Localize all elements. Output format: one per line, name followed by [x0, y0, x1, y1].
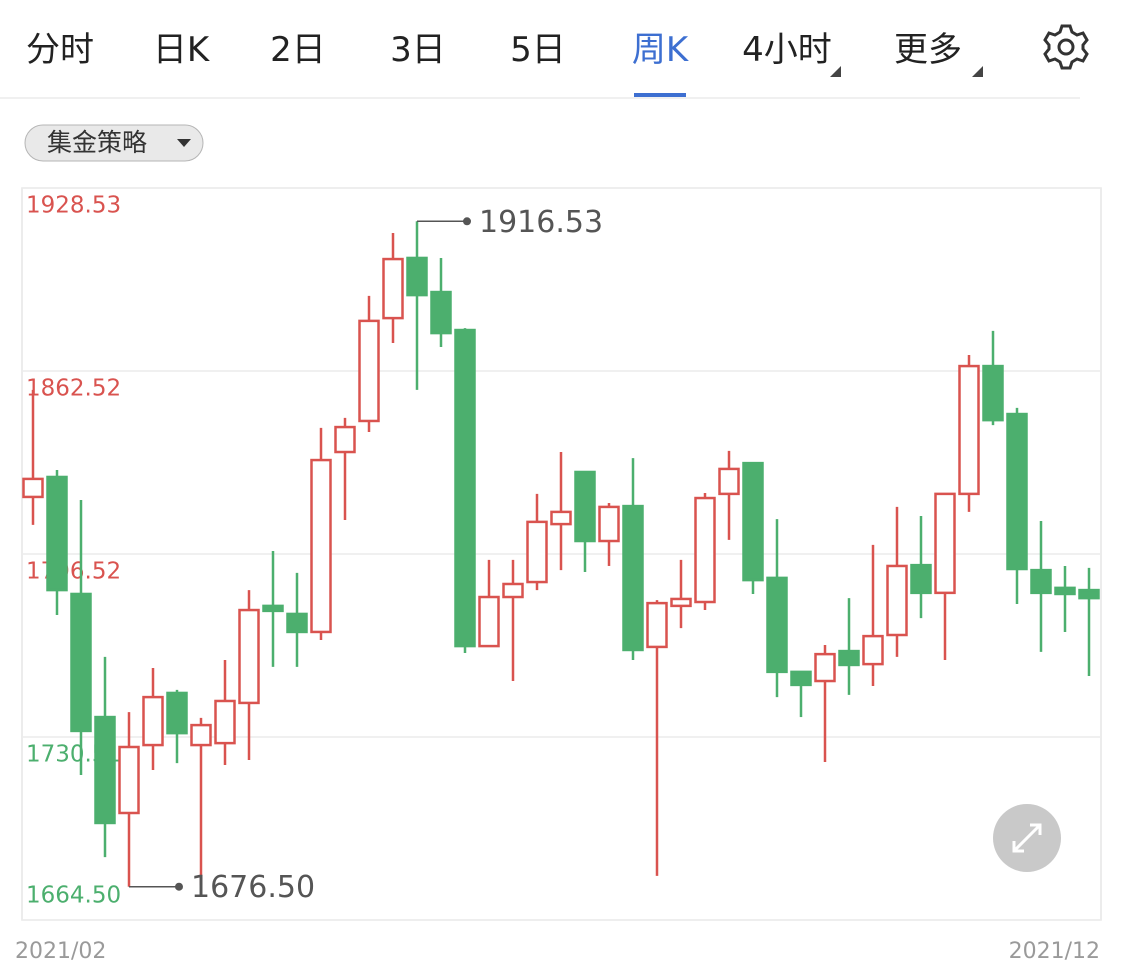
candle-body — [1078, 588, 1100, 600]
y-tick-label: 1928.53 — [26, 193, 121, 219]
candle-body — [598, 505, 620, 543]
candle-body — [526, 520, 548, 584]
tab[interactable]: 周K — [631, 30, 689, 70]
candle-body — [382, 257, 404, 320]
candle-body — [406, 256, 428, 297]
candle-body — [646, 601, 668, 649]
tab[interactable]: 2日 — [270, 30, 326, 70]
candle-body — [70, 592, 92, 733]
candle-body — [934, 492, 956, 595]
candle-body — [262, 604, 284, 613]
candle-body — [310, 458, 332, 634]
dropdown-arrow — [830, 66, 841, 77]
settings-icon[interactable] — [1043, 24, 1089, 70]
tab[interactable]: 4小时 — [742, 30, 832, 70]
tab[interactable]: 3日 — [390, 30, 446, 70]
strategy-button-label: 集金策略 — [47, 128, 147, 157]
x-tick-label: 2021/02 — [15, 939, 106, 964]
candle-body — [286, 612, 308, 634]
active-tab-indicator — [634, 93, 686, 97]
candle-body — [94, 715, 116, 825]
y-tick-label: 1862.52 — [26, 376, 121, 402]
candle-body — [574, 470, 596, 543]
candle-body — [718, 467, 740, 496]
candle-body — [22, 477, 44, 499]
y-tick-label: 1664.50 — [26, 883, 121, 909]
candle-body — [862, 634, 884, 666]
candle-body — [190, 723, 212, 747]
annotation-label: 1916.53 — [479, 205, 603, 240]
candle-body — [430, 290, 452, 335]
expand-button[interactable] — [993, 804, 1061, 872]
annotation-label: 1676.50 — [191, 870, 315, 905]
candle-body — [166, 691, 188, 735]
candle-body — [214, 699, 236, 745]
candle-body — [838, 649, 860, 667]
dropdown-arrow — [972, 66, 983, 77]
candle-body — [1006, 412, 1028, 571]
tab[interactable]: 日K — [152, 30, 210, 70]
candle-body — [454, 328, 476, 648]
annotation-dot — [463, 217, 471, 226]
candle-body — [958, 364, 980, 496]
candle-body — [142, 695, 164, 747]
candle-body — [622, 504, 644, 652]
candle-body — [1054, 586, 1076, 596]
candle-body — [766, 576, 788, 674]
candle-body — [670, 597, 692, 608]
candle-body — [478, 595, 500, 648]
tab[interactable]: 分时 — [26, 30, 94, 70]
candle-body — [46, 475, 68, 592]
candle-body — [814, 652, 836, 683]
candle-body — [334, 425, 356, 454]
candle-body — [358, 319, 380, 423]
candle-body — [238, 608, 260, 705]
candle-body — [502, 582, 524, 599]
tab[interactable]: 更多 — [894, 30, 962, 70]
x-tick-label: 2021/12 — [1009, 939, 1100, 964]
candle-body — [1030, 568, 1052, 595]
tab[interactable]: 5日 — [510, 30, 566, 70]
candle-body — [982, 364, 1004, 422]
candle-body — [550, 510, 572, 526]
candle-body — [118, 745, 140, 815]
candle-body — [742, 461, 764, 582]
candle-body — [886, 564, 908, 637]
strategy-button[interactable] — [24, 124, 204, 162]
candle-body — [910, 563, 932, 595]
y-tick-label: 1796.52 — [26, 558, 121, 584]
dropdown-arrow — [177, 139, 191, 147]
annotation-dot — [175, 882, 183, 891]
candle-body — [694, 496, 716, 604]
candle-body — [790, 670, 812, 687]
